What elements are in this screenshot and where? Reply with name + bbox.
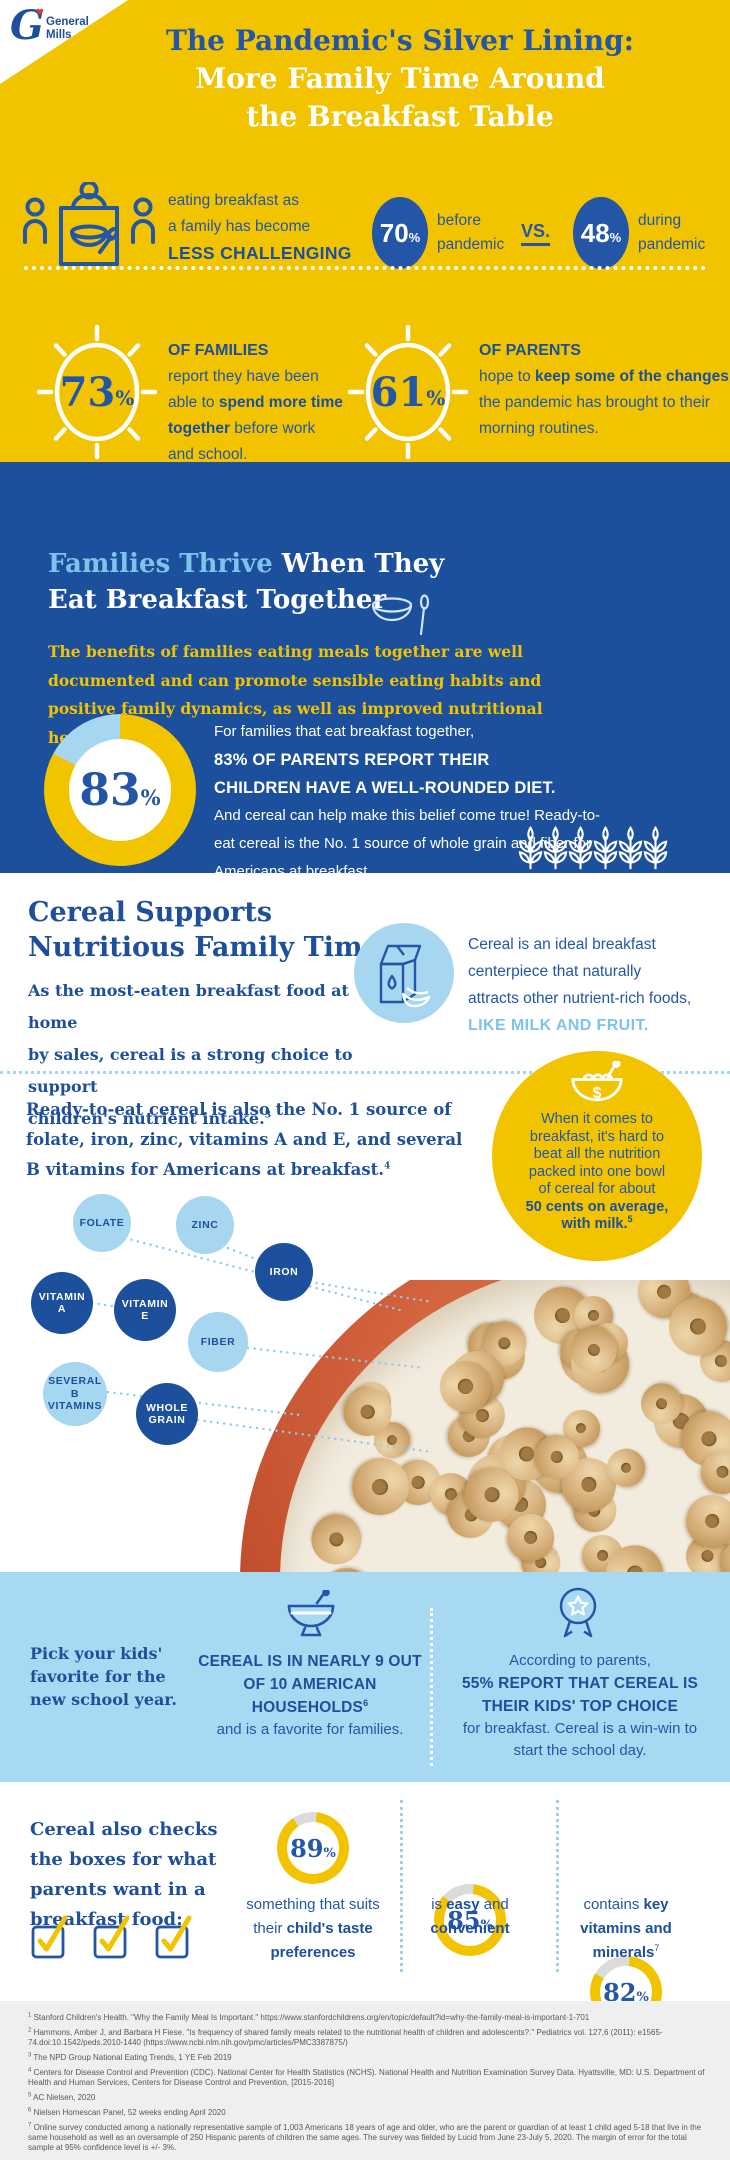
check-caption-3: contains key vitamins and minerals7: [580, 1896, 672, 1961]
stat-before-circle: 70%: [372, 197, 428, 269]
challenge-copy: eating breakfast as a family has become …: [168, 192, 352, 263]
school-section: Pick your kids' favorite for the new sch…: [0, 1572, 730, 1782]
milk-copy: Cereal is an ideal breakfast centerpiece…: [468, 936, 692, 1034]
donut-value: 82%: [603, 1977, 649, 2002]
milk-fruit-badge: [354, 923, 454, 1023]
thrive-intro: The benefits of families eating meals to…: [48, 642, 543, 747]
support-body: As the most-eaten breakfast food at home…: [28, 981, 353, 1128]
footnote: 3 The NPD Group National Eating Trends, …: [28, 2052, 232, 2062]
donut-value: 89%: [290, 1833, 336, 1863]
checkbox-icon: [93, 1915, 130, 1959]
corner-fold: [0, 0, 128, 84]
footnotes: 1 Stanford Children's Health. "Why the F…: [28, 2012, 706, 2158]
title-line-3: the Breakfast Table: [246, 100, 554, 133]
checks-section: Cereal also checks the boxes for what pa…: [0, 1782, 730, 2001]
wheat-icon: [643, 826, 668, 871]
wheat-icon: [618, 826, 643, 871]
checkbox-icon: [31, 1915, 68, 1959]
family-breakfast-icon: [23, 182, 155, 266]
thrive-heading: Families Thrive When They Eat Breakfast …: [48, 549, 445, 615]
star-icon: [567, 1595, 589, 1616]
bubble-vitamin-e: VITAMIN E: [114, 1279, 176, 1341]
footnotes-section: 1 Stanford Children's Health. "Why the F…: [0, 2001, 730, 2160]
sunburst-icon: [347, 324, 469, 460]
wheat-icon: [518, 826, 543, 871]
donut-chart-89: 89%: [277, 1812, 349, 1884]
page-title: The Pandemic's Silver Lining: More Famil…: [120, 22, 680, 136]
check-caption-2: is easy and convenient: [430, 1896, 510, 1937]
top-choice-copy: According to parents, 55% REPORT THAT CE…: [461, 1652, 699, 1759]
cereal-bowl-photo: [225, 1280, 730, 1572]
stat-before-label: before pandemic: [437, 212, 505, 253]
bubble-whole-grain: WHOLE GRAIN: [136, 1383, 198, 1445]
school-left-copy: Pick your kids' favorite for the new sch…: [30, 1644, 177, 1709]
support-heading: Cereal Supports Nutritious Family Time: [28, 897, 380, 963]
stat-during-label: during pandemic: [638, 212, 706, 253]
milk-carton-icon: [379, 944, 431, 1008]
footnote: 1 Stanford Children's Health. "Why the F…: [28, 2012, 590, 2022]
wheat-row: [518, 824, 668, 872]
households-copy: CEREAL IS IN NEARLY 9 OUT OF 10 AMERICAN…: [198, 1653, 422, 1738]
title-line-1: The Pandemic's Silver Lining:: [165, 24, 634, 57]
donut-chart-85: 85%: [434, 1884, 506, 1956]
support-section: Cereal Supports Nutritious Family Time A…: [0, 873, 730, 1572]
vs-label: VS.: [521, 221, 551, 246]
donut-value: 85%: [447, 1905, 493, 1935]
bubble-vitamin-a: VITAMIN A: [31, 1272, 93, 1334]
donut-chart-83: 83%: [44, 714, 196, 866]
footnote: 2 Hammons, Amber J, and Barbara H Fiese.…: [28, 2027, 663, 2047]
sun-stat-value: 73%: [59, 368, 135, 416]
dotted-divider: [0, 1071, 730, 1074]
banana-icon: [401, 987, 431, 1008]
check-caption-1: something that suits their child's taste…: [246, 1896, 380, 1961]
stat-during-circle: 48%: [573, 197, 629, 269]
footnote: 5 AC Nielsen, 2020: [28, 2092, 96, 2102]
donut-chart-82: 82%: [590, 1956, 662, 2001]
dotted-divider: [24, 266, 706, 270]
sun-stat-value: 61%: [370, 368, 446, 416]
bubble-folate: FOLATE: [73, 1194, 131, 1252]
sunburst-icon: [36, 324, 158, 460]
checkbox-row: [30, 1912, 194, 1960]
bubble-zinc: ZINC: [176, 1196, 234, 1254]
cereal-bowl-dollar-icon: $: [571, 1061, 623, 1102]
dotted-divider-vertical: [430, 1608, 433, 1766]
heart-icon: ♥: [36, 4, 44, 19]
cereal-bowl-icon: [287, 1590, 335, 1637]
wheat-icon: [568, 826, 593, 871]
footnote: 4 Centers for Disease Control and Preven…: [28, 2067, 705, 2087]
thrive-caption: For families that eat breakfast together…: [214, 723, 601, 873]
bowl-spoon-icon: [371, 594, 430, 636]
wheat-icon: [593, 826, 618, 871]
footnote: 7 Online survey conducted among a nation…: [28, 2122, 702, 2152]
title-line-2: More Family Time Around: [195, 62, 605, 95]
cost-callout: $ When it comes to breakfast, it's hard …: [492, 1051, 702, 1261]
dotted-divider-vertical: [400, 1800, 403, 1972]
bubble-iron: IRON: [255, 1243, 313, 1301]
svg-text:$: $: [593, 1085, 602, 1102]
checks-intro: Cereal also checks the boxes for what pa…: [30, 1819, 218, 1930]
parents-copy: OF PARENTS hope to keep some of the chang…: [479, 342, 729, 437]
wheat-icon: [543, 826, 568, 871]
checkbox-icon: [155, 1915, 192, 1959]
cost-copy: When it comes to breakfast, it's hard to…: [525, 1111, 669, 1232]
nutrients-intro: Ready-to-eat cereal is also the No. 1 so…: [26, 1100, 463, 1179]
thrive-section: Families Thrive When They Eat Breakfast …: [0, 462, 730, 873]
dotted-divider-vertical: [556, 1800, 559, 1972]
bubble-b-vitamins: SEVERAL B VITAMINS: [43, 1362, 107, 1426]
gm-monogram: G: [10, 2, 45, 49]
donut-value: 83%: [79, 764, 161, 816]
hero-section: G ♥ General Mills The Pandemic's Silver …: [0, 0, 730, 462]
families-copy: OF FAMILIES report they have been able to…: [168, 342, 343, 462]
sun-stat-73: 73%: [32, 322, 162, 462]
bubble-fiber: FIBER: [188, 1312, 248, 1372]
award-ribbon-icon: [559, 1587, 597, 1638]
gm-wordmark: General Mills: [46, 16, 89, 41]
sun-stat-61: 61%: [343, 322, 473, 462]
footnote: 6 Nielsen Homescan Panel, 52 weeks endin…: [28, 2107, 226, 2117]
